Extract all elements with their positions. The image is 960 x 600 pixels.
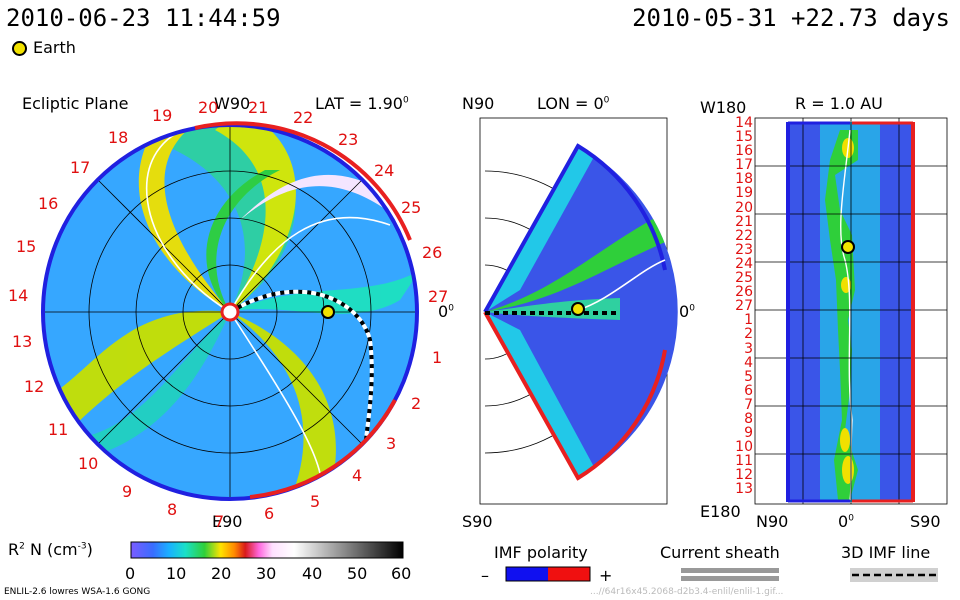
earth-icon: [12, 41, 27, 56]
radius-label: R = 1.0 AU: [795, 94, 883, 113]
imf-line-label: 3D IMF line: [841, 543, 931, 562]
datetime-label: 2010-06-23 11:44:59: [6, 4, 281, 32]
ecliptic-plane-plot: [41, 121, 419, 501]
lat-label: LAT = 1.900: [315, 94, 409, 113]
earth-marker-radial: [841, 240, 855, 254]
minus-label: –: [481, 566, 489, 585]
density-colorbar: [130, 541, 404, 559]
earth-marker-ecliptic: [321, 305, 335, 319]
e90-label: E90: [212, 512, 243, 531]
earth-legend-label: Earth: [33, 38, 76, 57]
current-sheath-legend: [681, 568, 779, 581]
w180-label: W180: [700, 98, 747, 117]
current-sheath-label: Current sheath: [660, 543, 780, 562]
run-id-label: ...//64r16x45.2068-d2b3.4-enlil/enlil-1.…: [590, 587, 784, 597]
zero-axis-label: 00: [838, 512, 854, 531]
ecliptic-zero-label: 00: [438, 302, 454, 321]
imf-line-legend: [850, 568, 938, 582]
w90-label: W90: [214, 94, 251, 113]
meridional-zero-label: 00: [679, 302, 695, 321]
reference-label: 2010-05-31 +22.73 days: [632, 4, 950, 32]
imf-polarity-label: IMF polarity: [494, 543, 588, 562]
credit-label: ENLIL-2.6 lowres WSA-1.6 GONG: [4, 587, 151, 597]
lon-label: LON = 00: [537, 94, 610, 113]
imf-polarity-bar: [505, 566, 591, 582]
colorbar-label: R2 N (cm-3): [8, 540, 93, 559]
n90-axis-label: N90: [756, 512, 789, 531]
plus-label: +: [599, 566, 613, 585]
s90-label: S90: [462, 512, 493, 531]
earth-legend: Earth: [12, 38, 76, 57]
earth-marker-meridional: [571, 302, 585, 316]
e180-label: E180: [700, 502, 741, 521]
n90-label: N90: [462, 94, 495, 113]
radial-day-numbers: 14 15 16 17 18 19 20 21 22 23 24 25 26 27 1 2 3 4 5 6 7 8 9 10 1…: [735, 115, 753, 498]
s90-axis-label: S90: [910, 512, 941, 531]
meridional-plane-plot: [479, 117, 678, 505]
radial-surface-plot: [754, 117, 948, 505]
ecliptic-title: Ecliptic Plane: [22, 94, 129, 113]
